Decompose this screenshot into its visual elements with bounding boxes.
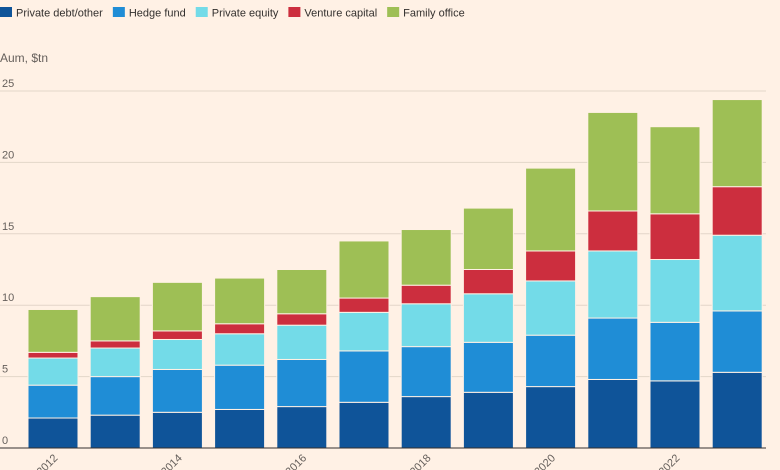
bar-segment-2013-4 <box>89 296 141 342</box>
bar-segment-2016-3 <box>276 313 328 326</box>
bar-segment-2020-3 <box>525 250 577 282</box>
bar-segment-2013-0 <box>89 414 141 449</box>
bar-segment-2018-0 <box>400 396 452 449</box>
bar-segment-2019-1 <box>462 341 514 393</box>
y-tick-label-5: 5 <box>2 364 8 376</box>
legend: Private debt/other Hedge fund Private equi… <box>0 7 465 20</box>
bar-segment-2021-4 <box>587 111 639 212</box>
x-tick-label-2020: 2020 <box>532 452 558 470</box>
bar-segment-2017-2 <box>338 311 390 352</box>
bar-segment-2022-2 <box>649 259 701 323</box>
legend-swatch-2 <box>195 7 208 17</box>
bar-segment-2014-1 <box>151 368 203 413</box>
bars <box>27 99 763 449</box>
legend-swatch-3 <box>288 7 301 17</box>
bar-segment-2016-4 <box>276 269 328 315</box>
bar-segment-2017-1 <box>338 350 390 403</box>
bar-segment-2023-2 <box>711 234 763 312</box>
bar-segment-2016-0 <box>276 406 328 449</box>
legend-swatch-1 <box>112 7 125 17</box>
bar-segment-2014-2 <box>151 338 203 370</box>
bar-segment-2020-2 <box>525 280 577 336</box>
bar-segment-2022-0 <box>649 380 701 449</box>
y-tick-label-25: 25 <box>2 78 14 90</box>
bar-segment-2017-0 <box>338 401 390 449</box>
bar-segment-2019-4 <box>462 207 514 270</box>
legend-label-0: Private debt/other <box>16 8 103 20</box>
legend-label-4: Family office <box>403 8 465 20</box>
legend-swatch-4 <box>387 7 400 17</box>
bar-segment-2013-1 <box>89 376 141 416</box>
bar-segment-2020-0 <box>525 386 577 449</box>
y-tick-label-20: 20 <box>2 149 14 161</box>
legend-label-2: Private equity <box>212 8 279 20</box>
legend-label-1: Hedge fund <box>129 8 186 20</box>
y-axis-label: Aum, $tn <box>0 51 48 65</box>
bar-segment-2021-2 <box>587 250 639 319</box>
bar-segment-2022-1 <box>649 321 701 382</box>
x-tick-label-2012: 2012 <box>35 452 61 470</box>
bar-segment-2013-2 <box>89 347 141 378</box>
bar-segment-2017-3 <box>338 297 390 313</box>
bar-segment-2012-4 <box>27 308 79 353</box>
bar-segment-2015-1 <box>214 364 266 410</box>
bar-segment-2023-0 <box>711 371 763 449</box>
bar-segment-2015-0 <box>214 408 266 449</box>
bar-segment-2012-3 <box>27 351 79 359</box>
bar-segment-2015-2 <box>214 333 266 366</box>
bar-segment-2017-4 <box>338 240 390 299</box>
bar-segment-2012-2 <box>27 357 79 386</box>
bar-segment-2015-4 <box>214 277 266 325</box>
legend-swatch-0 <box>0 7 12 17</box>
bar-segment-2014-3 <box>151 330 203 340</box>
bar-segment-2018-2 <box>400 303 452 348</box>
bar-segment-2012-1 <box>27 384 79 419</box>
bar-segment-2013-3 <box>89 340 141 349</box>
y-tick-label-0: 0 <box>2 435 8 447</box>
bar-segment-2020-1 <box>525 334 577 388</box>
x-tick-label-2022: 2022 <box>657 452 683 470</box>
y-tick-label-10: 10 <box>2 292 14 304</box>
x-tick-label-2018: 2018 <box>408 452 434 470</box>
bar-segment-2018-1 <box>400 346 452 398</box>
y-tick-label-15: 15 <box>2 221 14 233</box>
bar-segment-2019-2 <box>462 293 514 343</box>
x-axis-ticks: 2012 2014 2016 2018 2020 2022 <box>35 452 683 470</box>
bar-segment-2014-4 <box>151 281 203 332</box>
bar-segment-2018-4 <box>400 229 452 286</box>
bar-segment-2012-0 <box>27 417 79 449</box>
bar-segment-2016-1 <box>276 358 328 408</box>
bar-segment-2019-0 <box>462 391 514 449</box>
bar-segment-2021-1 <box>587 317 639 380</box>
x-tick-label-2016: 2016 <box>283 452 309 470</box>
y-axis-ticks: 0 5 10 15 20 25 <box>2 78 14 447</box>
x-tick-label-2014: 2014 <box>159 452 185 470</box>
bar-segment-2023-3 <box>711 186 763 236</box>
bar-segment-2016-2 <box>276 324 328 360</box>
bar-segment-2020-4 <box>525 167 577 252</box>
bar-segment-2022-3 <box>649 213 701 261</box>
bar-segment-2021-0 <box>587 378 639 449</box>
bar-segment-2021-3 <box>587 210 639 252</box>
bar-segment-2019-3 <box>462 269 514 295</box>
bar-segment-2022-4 <box>649 126 701 215</box>
legend-label-3: Venture capital <box>304 8 377 20</box>
bar-segment-2023-4 <box>711 99 763 188</box>
bar-segment-2014-0 <box>151 411 203 449</box>
bar-segment-2015-3 <box>214 323 266 335</box>
bar-segment-2023-1 <box>711 310 763 373</box>
bar-segment-2018-3 <box>400 284 452 305</box>
